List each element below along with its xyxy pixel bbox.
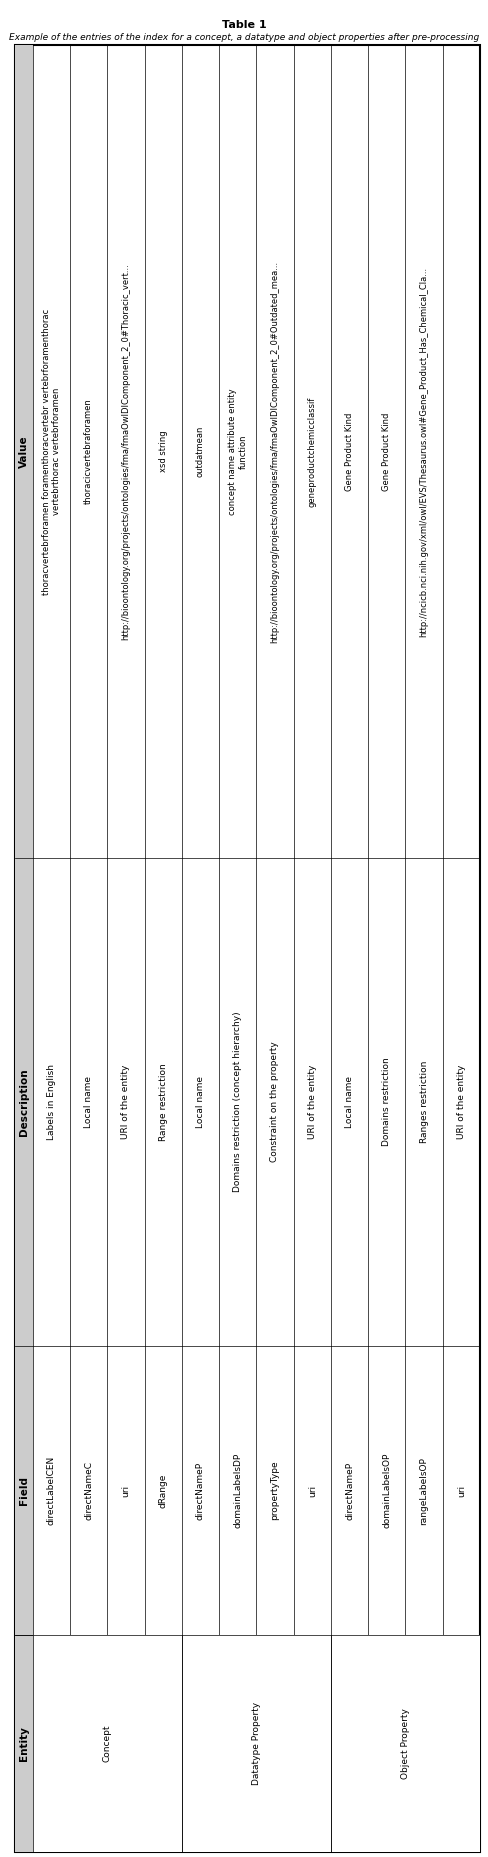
Text: Constraint on the property: Constraint on the property — [270, 1042, 280, 1162]
Text: domainLabelsDP: domainLabelsDP — [233, 1452, 242, 1528]
Text: Concept: Concept — [103, 1725, 112, 1762]
Text: Local name: Local name — [196, 1075, 205, 1127]
Text: Domains restriction: Domains restriction — [382, 1058, 391, 1146]
Text: URI of the entity: URI of the entity — [457, 1064, 466, 1140]
Text: propertyType: propertyType — [270, 1461, 280, 1521]
Text: Description: Description — [19, 1068, 29, 1136]
Text: Local name: Local name — [84, 1075, 93, 1127]
Text: Gene Product Kind: Gene Product Kind — [382, 412, 391, 490]
Bar — [33, 1636, 182, 1851]
Text: Range restriction: Range restriction — [159, 1064, 168, 1140]
Text: http://ncicb.nci.nih.gov/xml/owl/EVS/Thesaurus.owl#Gene_Product_Has_Chemical_Cla: http://ncicb.nci.nih.gov/xml/owl/EVS/The… — [420, 267, 428, 637]
Text: Datatype Property: Datatype Property — [252, 1703, 261, 1785]
Text: Value: Value — [19, 435, 29, 468]
Bar — [331, 1636, 480, 1851]
Text: Example of the entries of the index for a concept, a datatype and object propert: Example of the entries of the index for … — [9, 33, 479, 41]
Text: thoracvertebrforamen foramenthoracvertebr vertebrforamenthorac
vertebrthorac ver: thoracvertebrforamen foramenthoracverteb… — [41, 308, 61, 594]
Text: directNameP: directNameP — [345, 1461, 354, 1519]
Text: domainLabelsOP: domainLabelsOP — [382, 1452, 391, 1528]
Text: Labels in English: Labels in English — [47, 1064, 56, 1140]
Text: uri: uri — [308, 1484, 317, 1497]
Text: URI of the entity: URI of the entity — [122, 1064, 130, 1140]
Text: Object Property: Object Property — [401, 1708, 410, 1779]
Text: rangeLabelsOP: rangeLabelsOP — [420, 1456, 428, 1525]
Text: uri: uri — [122, 1484, 130, 1497]
Text: http://bioontology.org/projects/ontologies/fma/fmaOwlDIComponent_2_0#Outdated_me: http://bioontology.org/projects/ontologi… — [270, 260, 280, 643]
Text: http://bioontology.org/projects/ontologies/fma/fmaOwlDIComponent_2_0#Thoracic_ve: http://bioontology.org/projects/ontologi… — [122, 264, 130, 641]
Text: dRange: dRange — [159, 1473, 168, 1508]
Text: directLabelCEN: directLabelCEN — [47, 1456, 56, 1525]
Text: xsd string: xsd string — [159, 431, 168, 472]
Text: Entity: Entity — [19, 1727, 29, 1760]
Text: outdatmean: outdatmean — [196, 425, 205, 477]
Text: directNameC: directNameC — [84, 1461, 93, 1521]
Text: URI of the entity: URI of the entity — [308, 1064, 317, 1140]
Text: thoracicvertebraforamen: thoracicvertebraforamen — [84, 399, 93, 505]
Text: Field: Field — [19, 1476, 29, 1506]
Bar — [182, 1636, 331, 1851]
Bar — [15, 45, 33, 1851]
Text: Ranges restriction: Ranges restriction — [420, 1060, 428, 1144]
Text: Local name: Local name — [345, 1075, 354, 1127]
Text: Domains restriction (concept hierarchy): Domains restriction (concept hierarchy) — [233, 1012, 242, 1192]
Text: directNameP: directNameP — [196, 1461, 205, 1519]
Text: Table 1: Table 1 — [222, 20, 266, 30]
Text: Gene Product Kind: Gene Product Kind — [345, 412, 354, 490]
Text: concept name attribute entity
function: concept name attribute entity function — [228, 388, 247, 514]
Text: uri: uri — [457, 1484, 466, 1497]
Text: geneproductchemicclassif: geneproductchemicclassif — [308, 396, 317, 507]
